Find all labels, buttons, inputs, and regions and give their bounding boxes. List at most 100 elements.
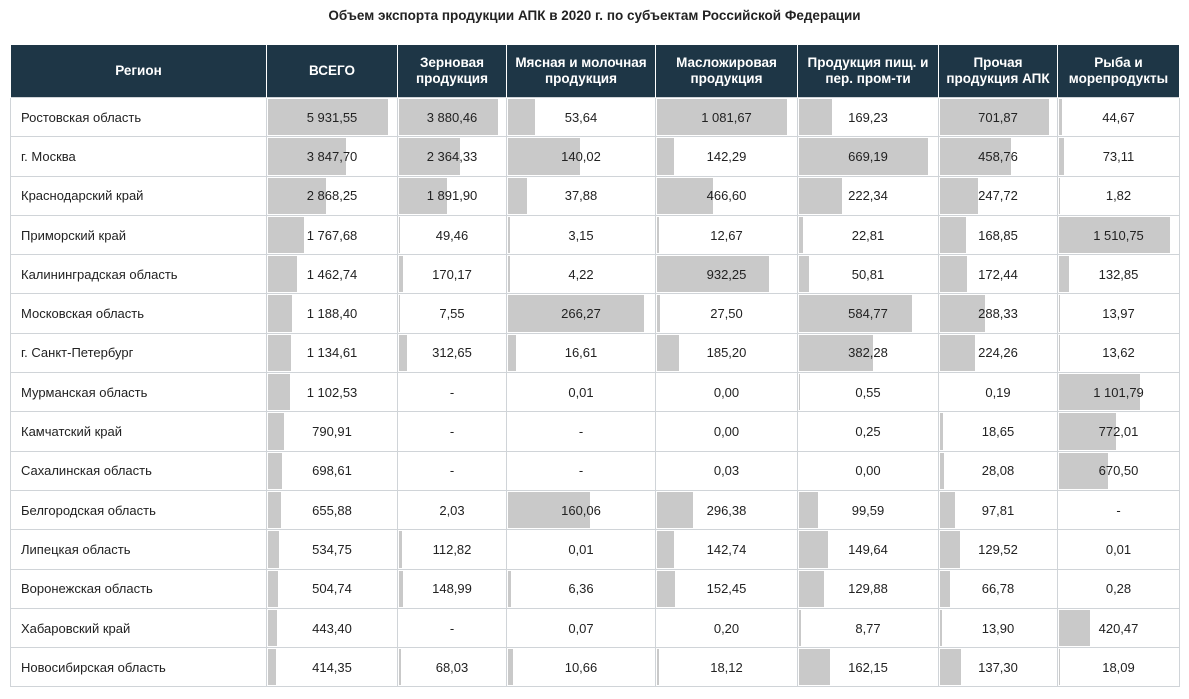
cell-value: 142,29: [706, 148, 747, 164]
data-bar: [508, 138, 580, 175]
data-bar: [940, 649, 962, 686]
value-cell: 68,03: [397, 647, 507, 688]
cell-value: 140,02: [561, 148, 601, 164]
cell-value: 5 931,55: [306, 109, 358, 125]
region-cell: Сахалинская область: [10, 450, 267, 491]
data-bar: [940, 334, 975, 372]
data-bar: [940, 295, 985, 332]
value-cell: 0,01: [506, 529, 656, 570]
table-row: Мурманская область 1 102,53 - 0,01 0,00 0,55 0…: [10, 372, 1180, 413]
table-row: Ростовская область 5 931,55 3 880,46 53,64 1…: [10, 96, 1180, 138]
data-bar: [940, 531, 961, 568]
data-bar: [508, 570, 512, 607]
table-row: Приморский край 1 767,68 49,46 3,15 12,67 22,…: [10, 214, 1180, 256]
cell-value: 4,22: [568, 266, 594, 282]
value-cell: 170,17: [397, 254, 507, 295]
data-bar: [1059, 413, 1116, 450]
data-bar: [1059, 334, 1060, 372]
value-cell: 2,03: [397, 489, 507, 531]
table-row: Московская область 1 188,40 7,55 266,27 27,5…: [10, 293, 1180, 334]
cell-value: 129,52: [978, 541, 1018, 557]
cell-value: 37,88: [564, 188, 598, 204]
cell-value: 169,23: [848, 109, 888, 125]
cell-value: 414,35: [312, 659, 352, 675]
value-cell: 129,52: [938, 529, 1058, 570]
data-bar: [799, 138, 928, 175]
cell-value: 3,15: [568, 227, 594, 243]
data-bar: [657, 491, 693, 529]
column-header: Прочая продукция АПК: [938, 45, 1058, 98]
data-bar: [657, 295, 661, 332]
value-cell: 0,00: [797, 450, 939, 491]
data-bar: [940, 256, 967, 293]
cell-value: 44,67: [1102, 109, 1135, 125]
cell-value: 0,25: [855, 424, 881, 440]
cell-value: 1 101,79: [1093, 384, 1144, 400]
cell-value: 790,91: [312, 424, 352, 440]
cell-value: 0,55: [855, 384, 881, 400]
region-cell: г. Москва: [10, 136, 267, 177]
data-bar: [399, 256, 404, 293]
value-cell: 7,55: [397, 293, 507, 334]
cell-value: 160,06: [561, 502, 601, 518]
region-cell: Приморский край: [10, 214, 267, 256]
value-cell: 73,11: [1057, 136, 1180, 177]
cell-value: 99,59: [851, 502, 885, 518]
cell-value: 1 891,90: [426, 188, 478, 204]
data-bar: [799, 609, 801, 647]
cell-value: 3 880,46: [426, 109, 478, 125]
cell-value: -: [578, 463, 584, 479]
data-bar: [1059, 256, 1069, 293]
cell-value: 8,77: [855, 620, 881, 636]
table-row: Воронежская область 504,74 148,99 6,36 152,4…: [10, 568, 1180, 609]
value-cell: 132,85: [1057, 254, 1180, 295]
cell-value: 1 767,68: [306, 227, 358, 243]
data-bar: [508, 334, 517, 372]
cell-value: 0,00: [713, 424, 740, 440]
value-cell: 99,59: [797, 489, 939, 531]
cell-value: 129,88: [848, 581, 888, 597]
cell-value: -: [1116, 502, 1121, 518]
cell-value: 149,64: [848, 541, 888, 557]
value-cell: 13,62: [1057, 332, 1180, 374]
data-bar: [799, 256, 809, 293]
data-bar: [508, 256, 511, 293]
data-bar: [508, 177, 528, 214]
cell-value: 50,81: [851, 266, 885, 282]
cell-value: 0,03: [713, 463, 740, 479]
cell-value: 66,78: [981, 581, 1015, 597]
cell-value: 288,33: [978, 306, 1018, 322]
value-cell: 172,44: [938, 254, 1058, 295]
value-cell: 137,30: [938, 647, 1058, 688]
value-cell: 1 081,67: [655, 96, 798, 138]
data-bar: [268, 452, 283, 489]
cell-value: -: [449, 463, 455, 479]
cell-value: 6,36: [568, 581, 594, 597]
region-cell: Воронежская область: [10, 568, 267, 609]
column-header: ВСЕГО: [266, 45, 398, 98]
value-cell: -: [397, 411, 507, 452]
cell-value: 312,65: [432, 345, 472, 361]
value-cell: 1 102,53: [266, 372, 398, 413]
cell-value: 73,11: [1102, 148, 1135, 164]
cell-value: 0,01: [568, 384, 594, 400]
value-cell: 458,76: [938, 136, 1058, 177]
cell-value: 443,40: [312, 620, 352, 636]
value-cell: 0,55: [797, 372, 939, 413]
cell-value: -: [578, 424, 584, 440]
value-cell: 10,66: [506, 647, 656, 688]
data-bar: [940, 216, 967, 254]
data-bar: [1059, 609, 1090, 647]
value-cell: 701,87: [938, 96, 1058, 138]
value-cell: 22,81: [797, 214, 939, 256]
value-cell: 247,72: [938, 175, 1058, 216]
value-cell: 129,88: [797, 568, 939, 609]
cell-value: 1 081,67: [701, 109, 752, 125]
cell-value: 185,20: [706, 345, 747, 361]
data-bar: [268, 334, 291, 372]
data-bar: [268, 413, 284, 450]
data-bar: [657, 570, 676, 607]
value-cell: 222,34: [797, 175, 939, 216]
table-row: Белгородская область 655,88 2,03 160,06 296,…: [10, 489, 1180, 531]
value-cell: 2 364,33: [397, 136, 507, 177]
